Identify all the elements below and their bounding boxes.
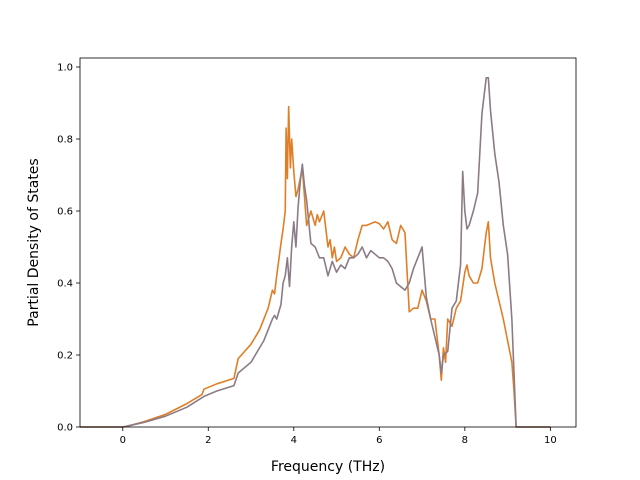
x-tick-label: 8: [462, 435, 468, 446]
y-axis-ticks: 0.0 0.2 0.4 0.6 0.8 1.0: [57, 63, 80, 434]
x-tick-label: 2: [205, 435, 211, 446]
x-tick-label: 10: [544, 435, 557, 446]
y-tick-label: 0.4: [57, 279, 73, 290]
x-axis-label: Frequency (THz): [271, 459, 385, 475]
y-tick-label: 0.0: [57, 423, 73, 434]
series-line-1: [80, 105, 551, 428]
series-layer: [80, 77, 551, 428]
plot-frame: [79, 57, 577, 428]
series-line-2: [80, 77, 551, 428]
x-tick-label: 4: [291, 435, 297, 446]
y-tick-label: 0.2: [57, 351, 73, 362]
y-tick-label: 1.0: [57, 63, 73, 74]
y-tick-label: 0.6: [57, 207, 73, 218]
x-axis-ticks: 0 2 4 6 8 10: [120, 427, 557, 446]
x-tick-label: 0: [120, 435, 126, 446]
x-tick-label: 6: [376, 435, 382, 446]
y-axis-label: Partial Density of States: [26, 158, 42, 326]
y-tick-label: 0.8: [57, 135, 73, 146]
